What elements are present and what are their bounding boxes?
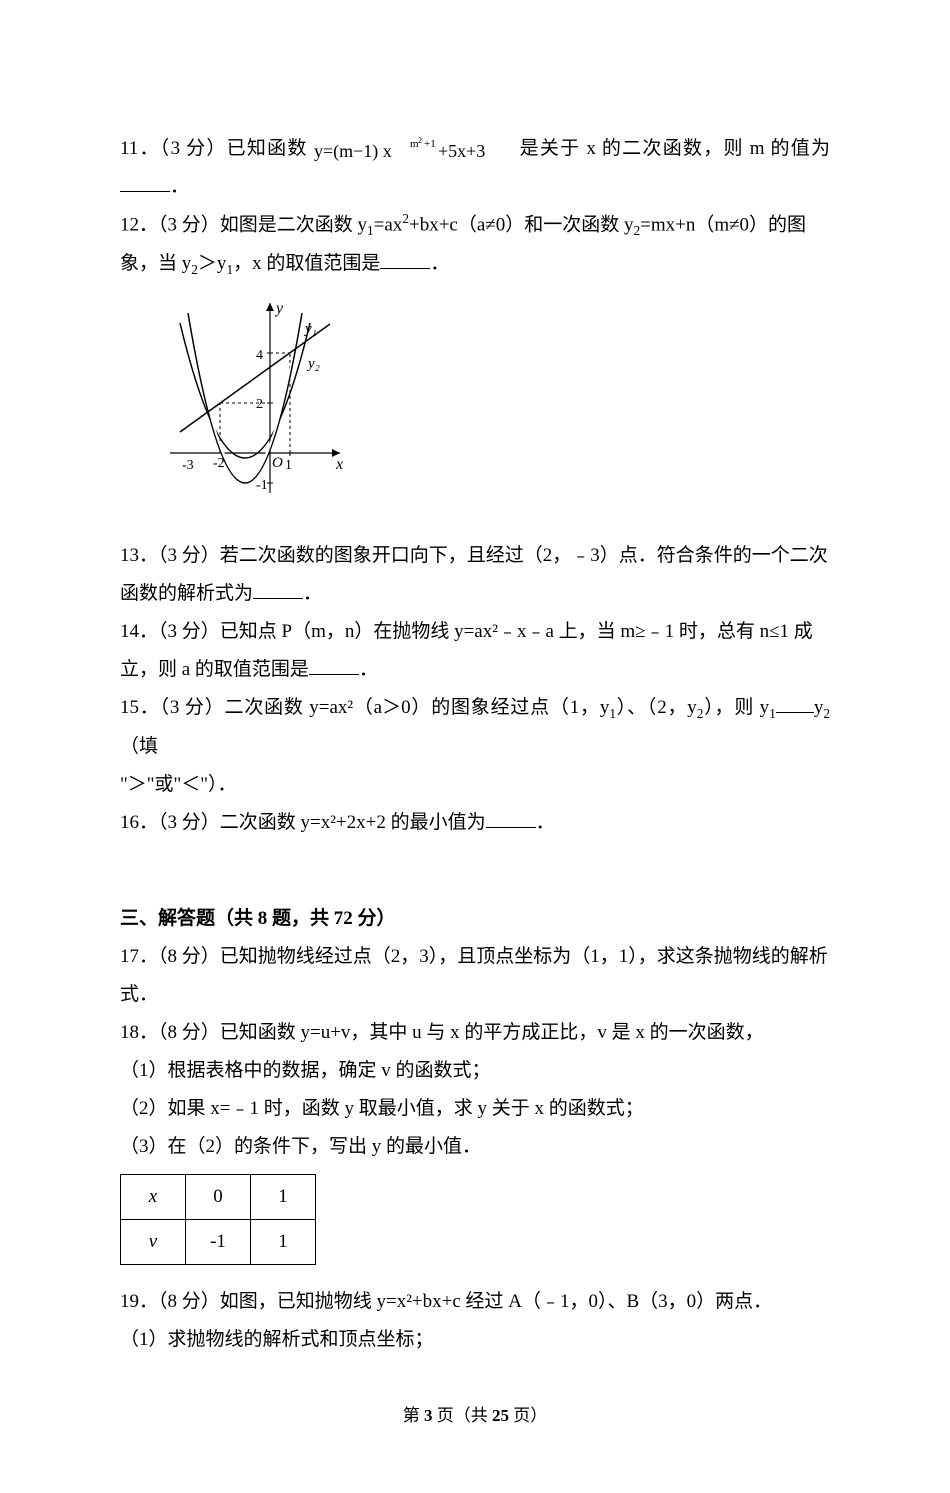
q12-l1c: +bx+c（a≠0）和一次函数 y [409,214,633,235]
q12-l1d: =mx+n（m≠0）的图 [640,214,806,235]
q13-l2b: ． [303,583,322,604]
q17-l1: 17．（8 分）已知抛物线经过点（2，3），且顶点坐标为（1，1），求这条抛物线… [120,946,828,967]
q14-l2b: ． [359,659,378,680]
q13-blank [253,579,303,599]
footer-page-total: 25 [492,1406,509,1425]
svg-text:2: 2 [418,136,422,145]
q12-blank [380,249,430,269]
q12-figure: y x O 1 -3 -2 -1 2 4 [160,293,830,517]
question-11: 11．（3 分）已知函数 y=(m−1) x m 2 +1 +5x+3 是关于 … [120,130,830,206]
q18-s1: （1）根据表格中的数据，确定 v 的函数式； [120,1060,491,1081]
svg-text:1: 1 [285,458,292,473]
question-17-line2: 式． [120,976,830,1014]
q16-b: ． [536,812,555,833]
question-18-sub2: （2）如果 x=﹣1 时，函数 y 取最小值，求 y 关于 x 的函数式； [120,1090,830,1128]
q16-blank [486,808,536,828]
svg-text:+5x+3: +5x+3 [438,141,485,161]
question-13-line1: 13．（3 分）若二次函数的图象开口向下，且经过（2，﹣3）点．符合条件的一个二… [120,537,830,575]
table-cell: 1 [251,1219,316,1264]
table-row: v -1 1 [121,1219,316,1264]
q19-s1: （1）求抛物线的解析式和顶点坐标； [120,1329,434,1350]
table-cell: -1 [186,1219,251,1264]
q18-table: x 0 1 v -1 1 [120,1174,316,1265]
svg-text:4: 4 [256,348,263,363]
q15-l1b: ）、（2，y [616,697,697,718]
q15-blank [776,693,814,713]
q14-l1: 14．（3 分）已知点 P（m，n）在抛物线 y=ax²﹣x﹣a 上，当 m≥﹣… [120,621,813,642]
svg-text:-3: -3 [182,458,194,473]
question-17-line1: 17．（8 分）已知抛物线经过点（2，3），且顶点坐标为（1，1），求这条抛物线… [120,938,830,976]
q11-formula: y=(m−1) x m 2 +1 +5x+3 [314,135,514,165]
q19-l1: 19．（8 分）如图，已知抛物线 y=x²+bx+c 经过 A（﹣1，0）、B（… [120,1291,772,1312]
footer-page-current: 3 [424,1406,433,1425]
q15-l1a: 15．（3 分）二次函数 y=ax²（a＞0）的图象经过点（1，y [120,697,609,718]
svg-text:+1: +1 [424,138,436,150]
section3-text: 三、解答题（共 8 题，共 72 分） [120,908,396,929]
q15-l1e: （填 [120,736,158,757]
q15-l1d: y [814,697,824,718]
q18-s2: （2）如果 x=﹣1 时，函数 y 取最小值，求 y 关于 x 的函数式； [120,1098,644,1119]
svg-text:y₁: y₁ [303,321,317,337]
question-15-line2: "＞"或"＜"）． [120,766,830,804]
table-row: x 0 1 [121,1174,316,1219]
q12-l2b: ＞y [198,253,227,274]
svg-text:2: 2 [256,397,263,412]
table-cell: 0 [186,1174,251,1219]
svg-text:y=(m−1) x: y=(m−1) x [314,141,392,162]
svg-text:O: O [272,455,283,471]
q17-l2: 式． [120,984,158,1005]
question-12-line2: 象，当 y2＞y1，x 的取值范围是． [120,245,830,283]
q12-l1b: =ax [374,214,403,235]
q12-l2c: ，x 的取值范围是 [233,253,380,274]
footer-c: 页（共 [437,1406,488,1425]
q12-l2a: 象，当 y [120,253,191,274]
question-14-line2: 立，则 a 的取值范围是 ． [120,651,830,689]
question-18-sub1: （1）根据表格中的数据，确定 v 的函数式； [120,1052,830,1090]
q14-l2a: 立，则 a 的取值范围是 [120,659,309,680]
q15-l1c: ），则 y [703,697,769,718]
footer-a: 第 [403,1406,420,1425]
table-cell: 1 [251,1174,316,1219]
page-footer: 第 3 页（共 25 页） [120,1399,830,1433]
question-19-sub1: （1）求抛物线的解析式和顶点坐标； [120,1321,830,1359]
question-18-sub3: （3）在（2）的条件下，写出 y 的最小值． [120,1128,830,1166]
page-content: 11．（3 分）已知函数 y=(m−1) x m 2 +1 +5x+3 是关于 … [0,0,950,1493]
question-19-line1: 19．（8 分）如图，已知抛物线 y=x²+bx+c 经过 A（﹣1，0）、B（… [120,1283,830,1321]
graph-svg: y x O 1 -3 -2 -1 2 4 [160,293,350,503]
q18-s3: （3）在（2）的条件下，写出 y 的最小值． [120,1136,481,1157]
question-18-line1: 18．（8 分）已知函数 y=u+v，其中 u 与 x 的平方成正比，v 是 x… [120,1014,830,1052]
q12-l1a: 12．（3 分）如图是二次函数 y [120,214,367,235]
svg-text:-1: -1 [256,478,268,493]
table-cell: x [121,1174,186,1219]
q12-l2d: ． [430,253,449,274]
q11-blank [120,172,170,192]
svg-text:y₂: y₂ [306,356,320,372]
svg-text:y: y [274,300,284,317]
footer-e: 页） [513,1406,547,1425]
svg-text:x: x [335,456,343,473]
q14-blank [309,655,359,675]
question-15-line1: 15．（3 分）二次函数 y=ax²（a＞0）的图象经过点（1，y1）、（2，y… [120,689,830,765]
q11-prefix: 11．（3 分）已知函数 [120,138,308,159]
q15-l2: "＞"或"＜"）． [120,774,237,795]
section-3-heading: 三、解答题（共 8 题，共 72 分） [120,900,830,938]
question-12-line1: 12．（3 分）如图是二次函数 y1=ax2+bx+c（a≠0）和一次函数 y2… [120,206,830,245]
table-cell: v [121,1219,186,1264]
q13-l2a: 函数的解析式为 [120,583,253,604]
q11-suffix: 是关于 x 的二次函数，则 m 的值为 [520,138,830,159]
q11-end: ． [170,176,189,197]
q13-l1: 13．（3 分）若二次函数的图象开口向下，且经过（2，﹣3）点．符合条件的一个二… [120,545,828,566]
question-16: 16．（3 分）二次函数 y=x²+2x+2 的最小值为 ． [120,804,830,842]
q18-l1: 18．（8 分）已知函数 y=u+v，其中 u 与 x 的平方成正比，v 是 x… [120,1022,764,1043]
question-13-line2: 函数的解析式为 ． [120,575,830,613]
q16-a: 16．（3 分）二次函数 y=x²+2x+2 的最小值为 [120,812,486,833]
question-14-line1: 14．（3 分）已知点 P（m，n）在抛物线 y=ax²﹣x﹣a 上，当 m≥﹣… [120,613,830,651]
